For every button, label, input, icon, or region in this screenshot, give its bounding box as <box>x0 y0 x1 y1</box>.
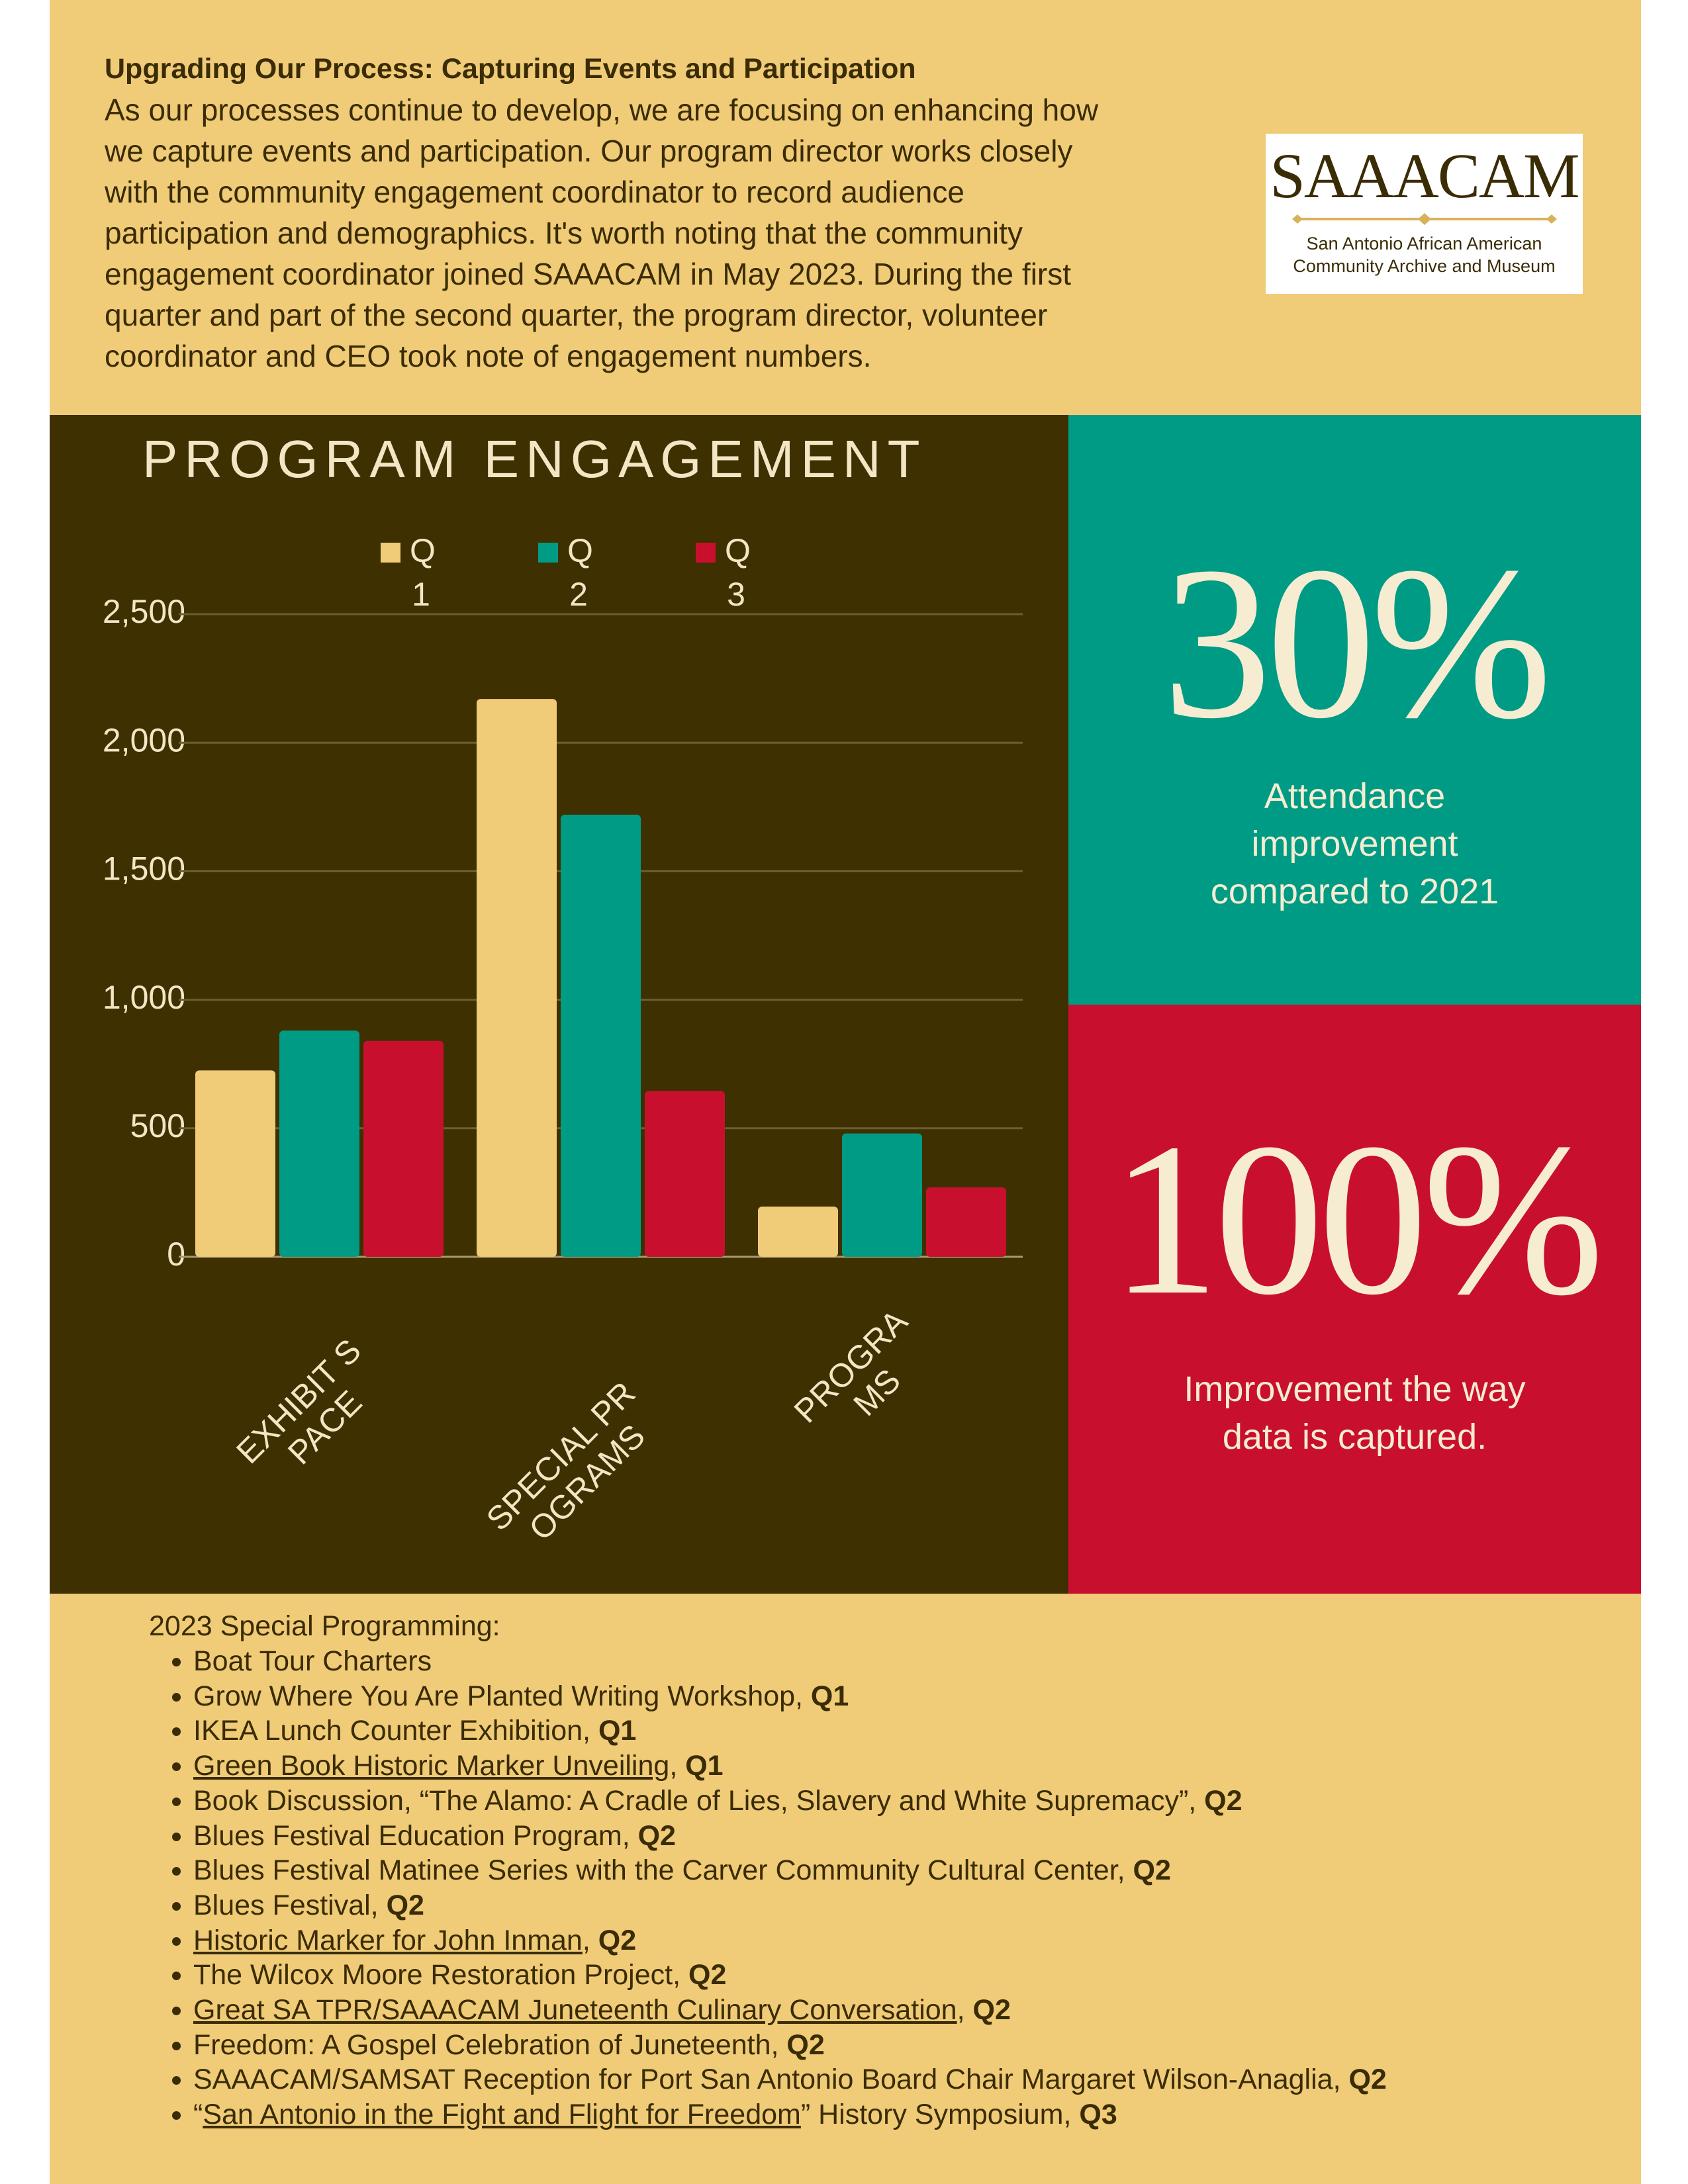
stat-caption: Attendance <box>1264 776 1446 816</box>
bar <box>477 699 557 1257</box>
item-text: , <box>669 1750 686 1782</box>
list-item: Blues Festival Education Program, Q2 <box>193 1819 1387 1854</box>
intro-line: we capture events and participation. Our… <box>105 134 1073 168</box>
list-item: IKEA Lunch Counter Exhibition, Q1 <box>193 1713 1387 1749</box>
quarter-tag: Q2 <box>598 1924 637 1956</box>
link-text[interactable]: San Antonio in the Fight and Flight for … <box>203 2099 801 2131</box>
item-text: Blues Festival, <box>193 1889 387 1921</box>
item-text: “ <box>193 2099 203 2131</box>
y-tick-label: 2,000 <box>103 721 185 758</box>
logo-line: Community Archive and Museum <box>1293 256 1556 276</box>
quarter-tag: Q1 <box>685 1750 724 1782</box>
stat-value: 100% <box>1110 1099 1605 1340</box>
legend-swatch <box>381 543 400 563</box>
bar <box>758 1206 838 1257</box>
item-text: SAAACAM/SAMSAT Reception for Port San An… <box>193 2064 1349 2096</box>
link-text[interactable]: Great SA TPR/SAAACAM Juneteenth Culinary… <box>193 1994 957 2026</box>
program-list: 2023 Special Programming: Boat Tour Char… <box>149 1608 1387 2132</box>
bar <box>279 1030 359 1257</box>
quarter-tag: Q1 <box>810 1680 849 1712</box>
list-items: Boat Tour ChartersGrow Where You Are Pla… <box>149 1644 1387 2132</box>
quarter-tag: Q2 <box>1204 1784 1243 1817</box>
quarter-tag: Q2 <box>688 1959 727 1991</box>
quarter-tag: Q1 <box>598 1715 637 1747</box>
quarter-tag: Q2 <box>1348 2064 1387 2096</box>
legend-label: Q3 <box>725 532 751 613</box>
item-text: The Wilcox Moore Restoration Project, <box>193 1959 688 1991</box>
item-text: IKEA Lunch Counter Exhibition, <box>193 1715 598 1747</box>
item-text: Blues Festival Matinee Series with the C… <box>193 1854 1133 1887</box>
y-tick-label: 2,500 <box>103 593 185 630</box>
chart: PROGRAM ENGAGEMENT 0 500 1,000 1,500 2,000 2,… <box>103 430 1023 1273</box>
logo-line: San Antonio African American <box>1306 234 1542 253</box>
intro-line: coordinator and CEO took note of engagem… <box>105 339 872 373</box>
bar <box>363 1040 444 1257</box>
list-title: 2023 Special Programming: <box>149 1610 500 1642</box>
page: Upgrading Our Process: Capturing Events … <box>50 0 1641 2184</box>
stat-panel: 100% Improvement the way data is captured. <box>1068 1005 1641 1594</box>
list-item: Blues Festival, Q2 <box>193 1888 1387 1923</box>
item-text: ” History Symposium, <box>800 2099 1080 2131</box>
y-tick-label: 1,000 <box>103 979 185 1016</box>
link-text[interactable]: Historic Marker for John Inman <box>193 1924 583 1956</box>
item-text: Freedom: A Gospel Celebration of Junetee… <box>193 2028 787 2061</box>
bar <box>926 1187 1006 1257</box>
quarter-tag: Q2 <box>786 2028 825 2061</box>
legend-label: Q1 <box>410 532 436 613</box>
intro-line: participation and demographics. It's wor… <box>105 216 1023 250</box>
intro-line: quarter and part of the second quarter, … <box>105 298 1048 332</box>
stat-caption: improvement <box>1251 824 1458 864</box>
y-tick-label: 500 <box>130 1107 185 1144</box>
intro-body: As our processes continue to develop, we… <box>105 89 1098 377</box>
list-item: Blues Festival Matinee Series with the C… <box>193 1853 1387 1888</box>
quarter-tag: Q2 <box>1133 1854 1171 1887</box>
logo-ornament <box>1291 213 1557 225</box>
logo-name: SAAACAM <box>1270 140 1579 211</box>
intro-line: engagement coordinator joined SAAACAM in… <box>105 257 1072 291</box>
list-item: Boat Tour Charters <box>193 1644 1387 1679</box>
legend-label: Q2 <box>567 532 593 613</box>
y-tick-label: 0 <box>167 1236 185 1273</box>
stat-caption: compared to 2021 <box>1210 872 1499 911</box>
list-item: Freedom: A Gospel Celebration of Junetee… <box>193 2028 1387 2063</box>
intro-line: with the community engagement coordinato… <box>105 175 964 209</box>
item-text: , <box>957 1994 973 2026</box>
list-item: Historic Marker for John Inman, Q2 <box>193 1923 1387 1958</box>
item-text: Grow Where You Are Planted Writing Works… <box>193 1680 811 1712</box>
item-text: Book Discussion, “The Alamo: A Cradle of… <box>193 1784 1205 1817</box>
stat-caption: data is captured. <box>1222 1417 1487 1457</box>
legend-swatch <box>696 543 716 563</box>
legend-swatch <box>538 543 558 563</box>
y-tick-label: 1,500 <box>103 850 185 887</box>
chart-panel: PROGRAM ENGAGEMENT 0 500 1,000 1,500 2,000 2,… <box>50 415 1068 1594</box>
quarter-tag: Q3 <box>1079 2099 1117 2131</box>
quarter-tag: Q2 <box>386 1889 424 1921</box>
list-item: Great SA TPR/SAAACAM Juneteenth Culinary… <box>193 1993 1387 2028</box>
chart-title: PROGRAM ENGAGEMENT <box>142 430 927 488</box>
list-item: Green Book Historic Marker Unveiling, Q1 <box>193 1749 1387 1784</box>
stat-panel: 30% Attendance improvement compared to 2021 <box>1068 415 1641 1005</box>
bar <box>561 814 641 1257</box>
list-item: Book Discussion, “The Alamo: A Cradle of… <box>193 1784 1387 1819</box>
item-text: Blues Festival Education Program, <box>193 1819 638 1852</box>
bar <box>195 1070 275 1257</box>
item-text: Boat Tour Charters <box>193 1645 432 1677</box>
intro: Upgrading Our Process: Capturing Events … <box>105 53 1098 377</box>
link-text[interactable]: Green Book Historic Marker Unveiling <box>193 1750 670 1782</box>
intro-line: As our processes continue to develop, we… <box>105 93 1099 127</box>
intro-title: Upgrading Our Process: Capturing Events … <box>105 53 916 85</box>
list-item: SAAACAM/SAMSAT Reception for Port San An… <box>193 2062 1387 2097</box>
quarter-tag: Q2 <box>972 1994 1011 2026</box>
logo: SAAACAM San Antonio African American Com… <box>1266 134 1583 294</box>
stat-caption: Improvement the way <box>1184 1369 1526 1409</box>
list-item: “San Antonio in the Fight and Flight for… <box>193 2097 1387 2132</box>
stat-value: 30% <box>1162 522 1552 764</box>
list-item: The Wilcox Moore Restoration Project, Q2 <box>193 1958 1387 1993</box>
item-text: , <box>582 1924 598 1956</box>
quarter-tag: Q2 <box>637 1819 676 1852</box>
bar <box>645 1091 725 1257</box>
bar <box>842 1133 922 1257</box>
list-item: Grow Where You Are Planted Writing Works… <box>193 1679 1387 1714</box>
